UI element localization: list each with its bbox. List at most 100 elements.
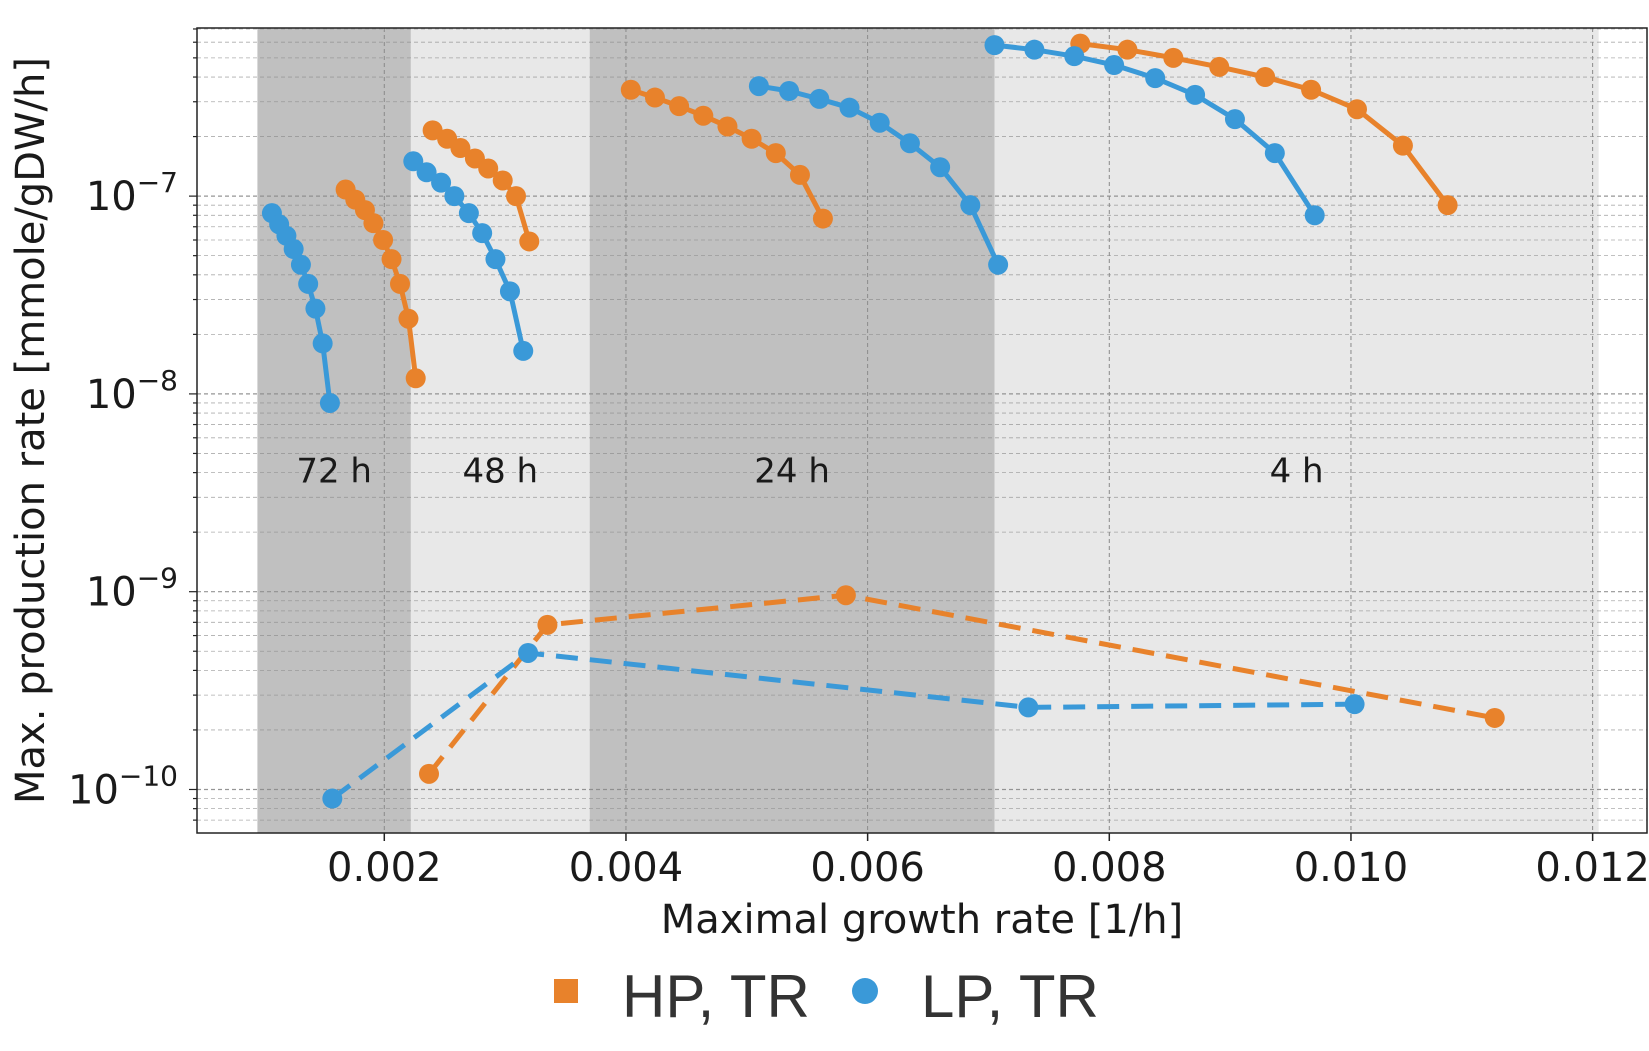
data-point <box>789 164 810 185</box>
grid-lines <box>197 28 1647 833</box>
legend-label: HP, TR <box>622 963 810 1030</box>
data-point <box>290 254 311 275</box>
data-point <box>398 308 419 329</box>
data-point <box>513 340 534 361</box>
data-point <box>1301 79 1322 100</box>
x-axis-label: Maximal growth rate [1/h] <box>661 897 1183 943</box>
x-tick-label: 0.008 <box>1052 845 1167 891</box>
period-label: 24 h <box>754 452 830 492</box>
data-point <box>1018 697 1039 718</box>
data-point <box>1437 195 1458 216</box>
data-point <box>322 788 343 809</box>
data-point <box>741 128 762 149</box>
data-point <box>839 97 860 118</box>
data-point <box>1064 46 1085 67</box>
data-point <box>1163 47 1184 68</box>
legend: HP, TR LP, TR <box>554 963 1099 1030</box>
data-point <box>779 80 800 101</box>
y-tick-label: 10−8 <box>86 364 178 418</box>
data-point <box>1255 67 1276 88</box>
data-point <box>1484 707 1505 728</box>
data-point <box>812 208 833 229</box>
period-bands <box>257 28 1599 833</box>
series-layer <box>261 33 1505 809</box>
y-tick-label: 10−9 <box>86 562 178 616</box>
y-axis-label: Max. production rate [mmole/gDW/h] <box>8 57 54 804</box>
data-point <box>283 239 304 260</box>
period-band <box>589 28 995 833</box>
series-dashed-line <box>330 650 1355 801</box>
data-point <box>1347 99 1367 120</box>
period-band <box>994 28 1599 833</box>
data-point <box>312 333 333 354</box>
data-point <box>499 281 520 302</box>
y-tick-label: 10−7 <box>86 166 178 220</box>
data-point <box>373 229 394 250</box>
data-point <box>1264 143 1285 164</box>
data-point <box>809 88 830 109</box>
data-point <box>620 79 641 100</box>
data-point <box>298 273 319 294</box>
data-point <box>1344 694 1365 715</box>
data-point <box>984 35 1005 56</box>
data-point <box>1117 39 1138 60</box>
legend-marker <box>852 978 878 1004</box>
series-dashed-line <box>427 592 1496 776</box>
x-axis-ticks: 0.002 0.004 0.006 0.008 0.010 0.012 <box>327 833 1649 891</box>
data-point <box>717 116 738 137</box>
data-point <box>1209 56 1230 77</box>
x-tick-label: 0.004 <box>569 845 684 891</box>
period-band <box>257 28 411 833</box>
data-point <box>869 112 890 133</box>
data-point <box>450 138 471 159</box>
period-label: 48 h <box>462 452 538 492</box>
data-point <box>519 231 540 252</box>
data-point <box>422 120 443 141</box>
data-point <box>403 151 424 172</box>
data-point <box>1392 135 1413 156</box>
y-tick-label: 10−10 <box>68 759 178 813</box>
data-point <box>485 249 506 270</box>
data-point <box>693 105 714 126</box>
data-point <box>748 76 769 97</box>
data-point <box>305 298 326 319</box>
data-point <box>835 585 856 606</box>
period-labels: 72 h 48 h 24 h 4 h <box>296 452 1323 492</box>
data-point <box>1185 84 1206 105</box>
data-point <box>644 87 665 108</box>
data-point <box>1224 109 1245 130</box>
data-point <box>478 158 499 179</box>
data-point <box>472 223 493 244</box>
data-point <box>363 213 384 234</box>
data-point <box>405 368 426 389</box>
data-point <box>1104 55 1125 76</box>
data-point <box>444 186 465 207</box>
data-point <box>458 203 479 224</box>
data-point <box>431 172 452 193</box>
period-label: 72 h <box>296 452 372 492</box>
data-point <box>960 195 981 216</box>
x-tick-label: 0.002 <box>327 845 442 891</box>
data-point <box>492 170 513 191</box>
data-point <box>930 157 951 178</box>
data-point <box>899 133 920 154</box>
legend-marker <box>554 979 578 1003</box>
data-point <box>988 254 1009 275</box>
x-tick-label: 0.012 <box>1535 845 1649 891</box>
legend-label: LP, TR <box>921 963 1099 1030</box>
data-point <box>390 273 410 294</box>
data-point <box>381 249 402 270</box>
data-point <box>319 392 340 413</box>
period-band <box>410 28 590 833</box>
data-point <box>416 162 437 183</box>
data-point <box>419 763 439 784</box>
y-axis-ticks: 10−7 10−8 10−9 10−10 <box>68 28 197 821</box>
data-point <box>669 96 690 117</box>
plot-frame <box>196 27 1648 834</box>
x-tick-label: 0.010 <box>1294 845 1409 891</box>
data-point <box>1024 39 1045 60</box>
data-point <box>1145 68 1166 89</box>
data-point <box>537 614 558 635</box>
data-point <box>765 143 786 164</box>
period-label: 4 h <box>1270 452 1324 492</box>
